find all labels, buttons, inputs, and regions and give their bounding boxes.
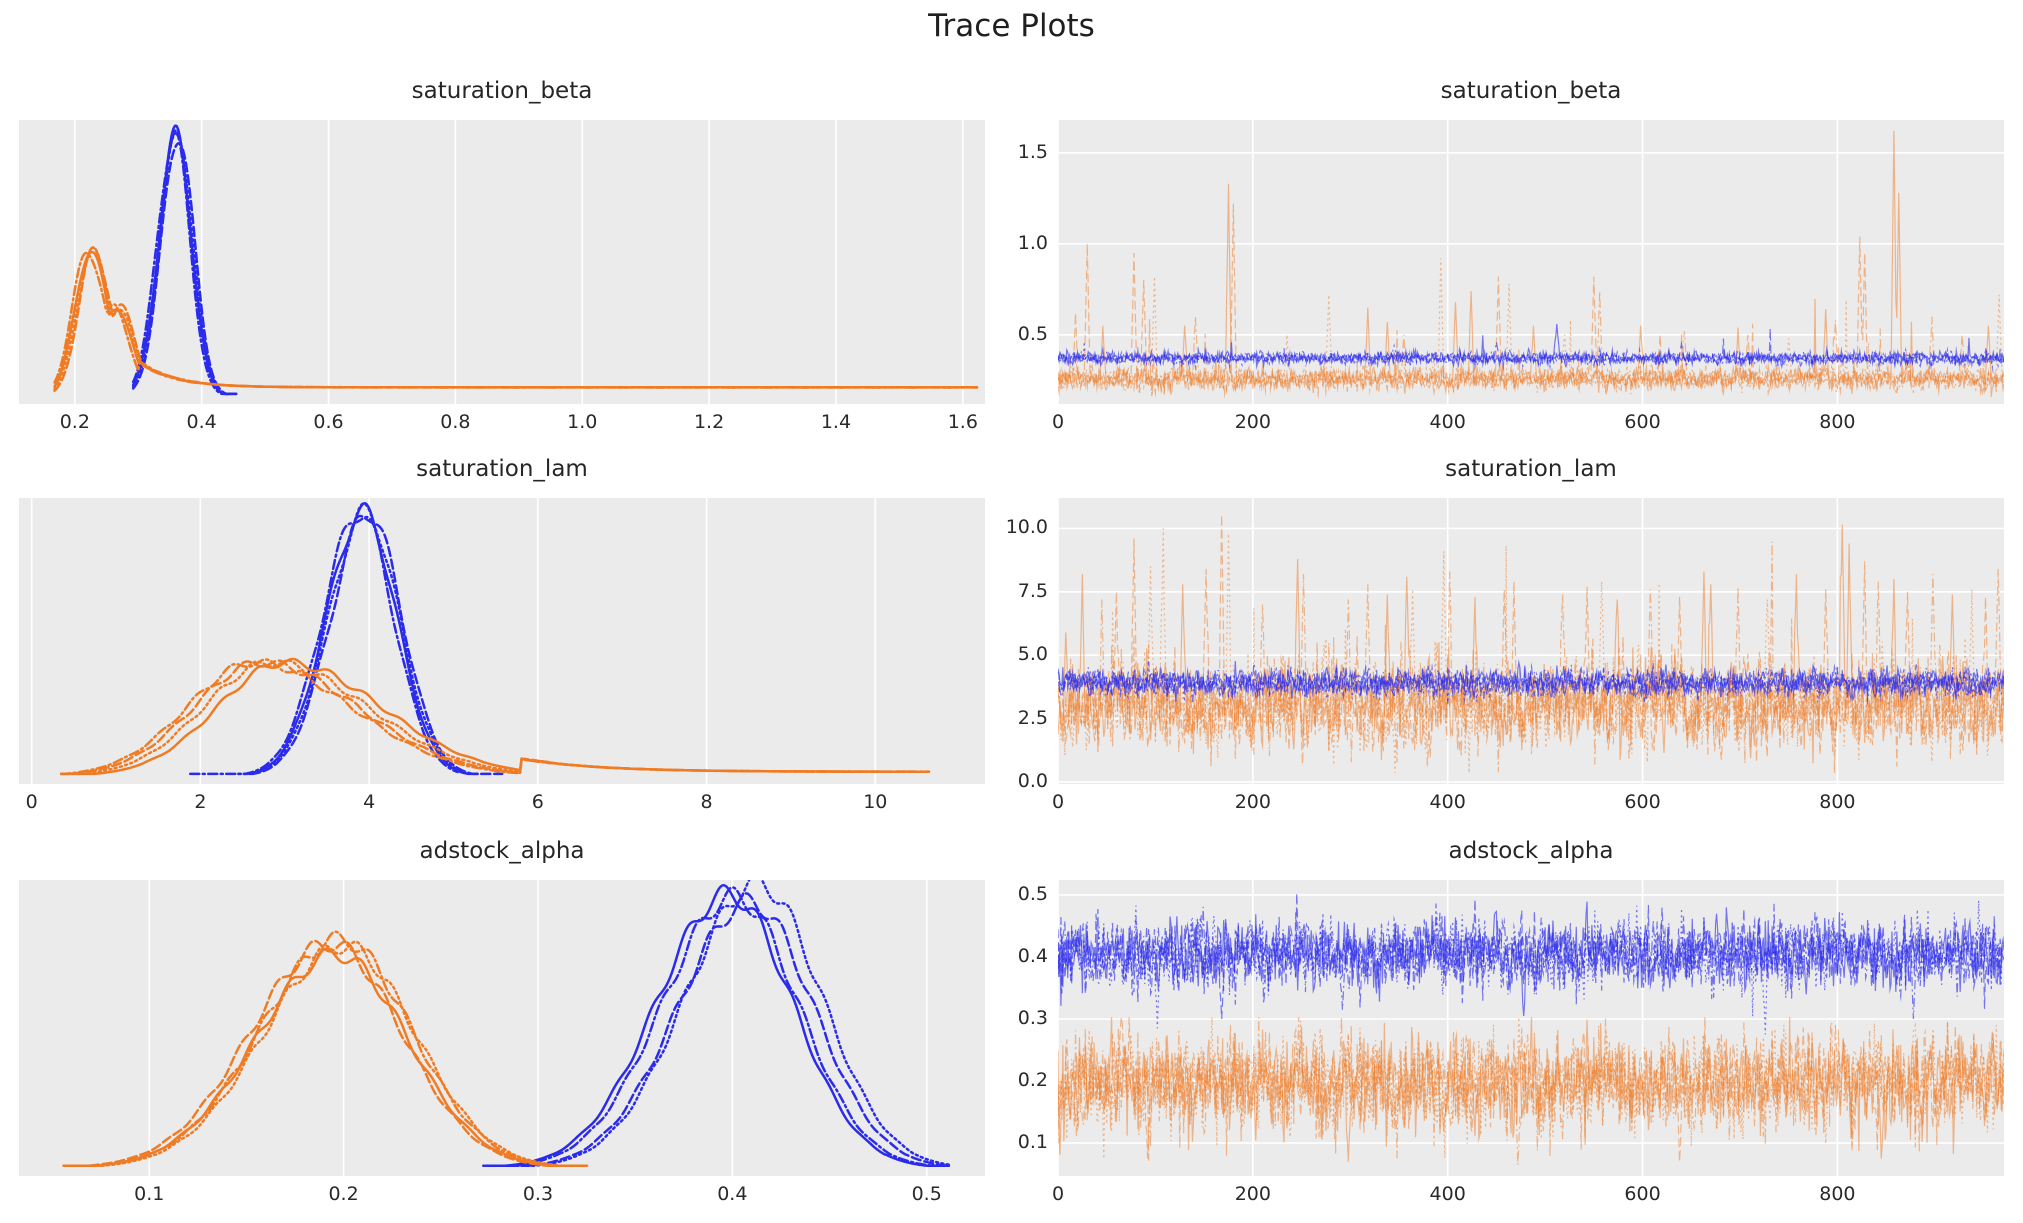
x-tick-label: 0: [25, 791, 38, 813]
x-tick-label: 0.1: [134, 1183, 165, 1205]
y-tick-label: 5.0: [1017, 643, 1048, 666]
x-tick-label: 0.6: [313, 411, 344, 433]
y-tick-label: 1.0: [1017, 231, 1048, 254]
kde-plot-canvas: [19, 120, 985, 404]
x-tick-label: 0.4: [717, 1183, 748, 1205]
figure-title: Trace Plots: [928, 8, 1095, 44]
x-tick-label: 600: [1624, 1183, 1661, 1205]
y-tick-label: 0.3: [1017, 1007, 1048, 1029]
x-tick-label: 10: [863, 791, 888, 813]
x-tick-label: 1.2: [693, 411, 725, 433]
x-tick-label: 800: [1819, 411, 1856, 433]
y-tick-label: 0.2: [1017, 1069, 1048, 1092]
x-tick-label: 200: [1234, 1183, 1271, 1205]
x-tick-label: 8: [700, 791, 713, 813]
y-tick-label: 0.5: [1017, 882, 1048, 905]
x-tick-label: 400: [1429, 791, 1466, 813]
x-tick-label: 1.0: [567, 411, 598, 433]
x-tick-label: 200: [1234, 791, 1271, 813]
subplot-title: adstock_alpha: [419, 838, 585, 864]
y-tick-label: 7.5: [1017, 579, 1048, 602]
x-tick-label: 0: [1051, 791, 1065, 813]
x-tick-label: 800: [1819, 791, 1856, 813]
x-tick-label: 0: [1051, 411, 1065, 433]
trace-plot-canvas: [1058, 498, 2004, 784]
x-tick-label: 0.3: [522, 1183, 554, 1205]
y-tick-label: 0.4: [1017, 944, 1048, 967]
x-tick-label: 4: [363, 791, 376, 813]
subplot-title: saturation_lam: [416, 456, 588, 482]
x-tick-label: 0: [1051, 1183, 1065, 1205]
x-tick-label: 0.5: [911, 1183, 942, 1205]
trace-plot-canvas: [1058, 880, 2004, 1176]
x-tick-label: 600: [1624, 411, 1661, 433]
subplot-title: saturation_beta: [411, 78, 593, 104]
x-tick-label: 600: [1624, 791, 1661, 813]
y-tick-label: 1.5: [1017, 140, 1048, 163]
subplot-title: saturation_lam: [1445, 456, 1617, 482]
x-tick-label: 0.4: [186, 411, 217, 433]
x-tick-label: 800: [1819, 1183, 1856, 1205]
x-tick-label: 1.4: [820, 411, 852, 433]
x-tick-label: 200: [1234, 411, 1271, 433]
y-tick-label: 2.5: [1017, 706, 1048, 729]
kde-plot-canvas: [19, 498, 985, 784]
x-tick-label: 0.2: [59, 411, 90, 433]
x-tick-label: 2: [194, 791, 207, 813]
y-tick-label: 0.5: [1017, 322, 1048, 345]
x-tick-label: 0.2: [328, 1183, 359, 1205]
x-tick-label: 400: [1429, 1183, 1466, 1205]
y-tick-label: 10.0: [1005, 516, 1048, 539]
subplot-title: saturation_beta: [1440, 78, 1622, 104]
x-tick-label: 6: [531, 791, 544, 813]
kde-plot-canvas: [19, 880, 985, 1176]
y-tick-label: 0.1: [1017, 1131, 1048, 1154]
trace-plot-canvas: [1058, 120, 2004, 404]
y-tick-label: 0.0: [1017, 769, 1048, 792]
x-tick-label: 1.6: [947, 411, 978, 433]
x-tick-label: 0.8: [440, 411, 471, 433]
x-tick-label: 400: [1429, 411, 1466, 433]
subplot-title: adstock_alpha: [1448, 838, 1614, 864]
